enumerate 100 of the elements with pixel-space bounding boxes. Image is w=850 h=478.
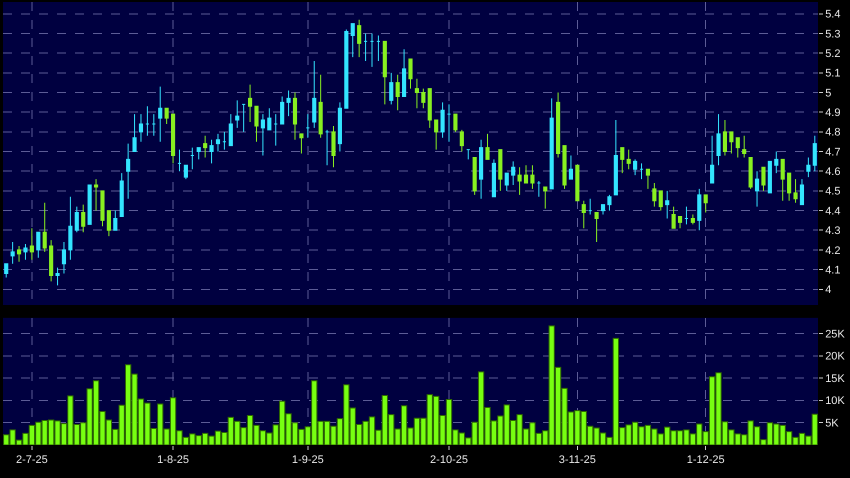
candlestick: [761, 166, 766, 192]
candlestick: [170, 114, 176, 164]
candlestick: [466, 149, 470, 160]
candlestick: [222, 131, 226, 150]
x-tick-label: 2-10-25: [430, 454, 468, 466]
candlestick: [543, 186, 548, 210]
candlestick: [607, 194, 612, 212]
candlestick: [286, 90, 291, 117]
candlestick: [530, 164, 534, 190]
candlestick: [164, 108, 169, 124]
candlestick: [518, 166, 522, 196]
candlestick: [594, 212, 599, 243]
candlestick: [524, 164, 528, 184]
candlestick: [36, 232, 40, 258]
candlestick: [81, 204, 86, 233]
candlestick: [626, 149, 631, 170]
candlestick: [376, 34, 380, 62]
candlestick: [575, 164, 580, 202]
candlestick: [396, 74, 400, 111]
candlestick: [23, 244, 28, 260]
candlestick: [716, 114, 721, 166]
x-tick-label: 1-12-25: [686, 454, 725, 466]
candlestick: [30, 228, 34, 260]
candlestick: [145, 106, 150, 136]
y-tick-label: 10K: [825, 395, 846, 408]
candlestick: [710, 135, 714, 184]
candlestick: [138, 114, 144, 142]
candlestick: [780, 158, 785, 202]
candlestick: [74, 206, 79, 233]
y-tick-label: 4.1: [825, 264, 840, 276]
candlestick: [260, 114, 265, 156]
candlestick: [132, 114, 137, 152]
candlestick: [267, 108, 272, 130]
candlestick: [434, 120, 438, 150]
y-tick-label: 5.2: [825, 48, 840, 60]
candlestick: [652, 182, 656, 208]
candlestick: [274, 114, 278, 146]
candlestick: [364, 32, 368, 62]
y-tick-label: 4.9: [825, 107, 840, 120]
y-tick-label: 4: [825, 284, 832, 296]
candlestick: [408, 58, 413, 90]
candlestick: [729, 131, 734, 154]
candlestick: [312, 60, 316, 128]
candlestick: [126, 143, 130, 200]
candlestick: [370, 32, 374, 68]
y-tick-label: 4.4: [825, 205, 840, 218]
candlestick: [446, 104, 452, 142]
candlestick: [235, 100, 240, 128]
candlestick: [562, 145, 567, 190]
candlestick: [704, 194, 708, 214]
candlestick: [421, 88, 426, 109]
candlestick: [62, 242, 66, 274]
candlestick: [672, 206, 676, 229]
candlestick: [492, 158, 496, 198]
candlestick: [292, 92, 298, 140]
x-tick-label: 2-7-25: [16, 454, 48, 466]
candlestick: [742, 135, 746, 158]
x-tick-label: 1-9-25: [292, 454, 324, 466]
candlestick: [556, 92, 560, 158]
candlestick: [460, 129, 464, 152]
candlestick: [633, 158, 638, 176]
candlestick: [216, 133, 220, 152]
candlestick: [588, 198, 592, 215]
candlestick: [338, 102, 342, 152]
candlestick: [722, 120, 728, 156]
candlestick: [299, 133, 304, 154]
y-tick-label: 4.5: [825, 186, 840, 198]
candlestick: [440, 102, 445, 138]
y-tick-label: 5: [825, 87, 832, 100]
candlestick: [203, 135, 208, 158]
candlestick: [620, 147, 624, 174]
candlestick: [485, 133, 490, 160]
candlestick: [254, 106, 259, 142]
y-tick-label: 5.4: [825, 8, 840, 21]
candlestick: [568, 154, 574, 180]
y-tick-label: 5K: [825, 418, 840, 430]
candlestick: [318, 74, 323, 138]
candlestick: [248, 84, 252, 123]
candlestick: [42, 202, 47, 252]
candlestick: [684, 206, 689, 225]
candlestick: [209, 139, 214, 164]
candlestick: [242, 104, 246, 132]
candlestick: [120, 172, 124, 217]
candlestick: [158, 86, 162, 142]
candlestick: [94, 178, 98, 212]
candlestick: [812, 135, 817, 172]
candlestick: [228, 114, 233, 146]
candlestick: [639, 162, 644, 180]
candlestick: [646, 168, 650, 190]
candlestick: [306, 114, 310, 138]
candlestick: [690, 214, 695, 225]
y-tick-label: 4.3: [825, 225, 840, 238]
candlestick: [10, 242, 15, 264]
candlestick: [787, 172, 792, 202]
candlestick: [504, 172, 509, 192]
y-tick-label: 4.8: [825, 126, 840, 139]
candlestick: [357, 19, 362, 58]
candlestick: [736, 137, 740, 158]
candlestick: [697, 188, 702, 231]
candlestick: [350, 23, 355, 58]
